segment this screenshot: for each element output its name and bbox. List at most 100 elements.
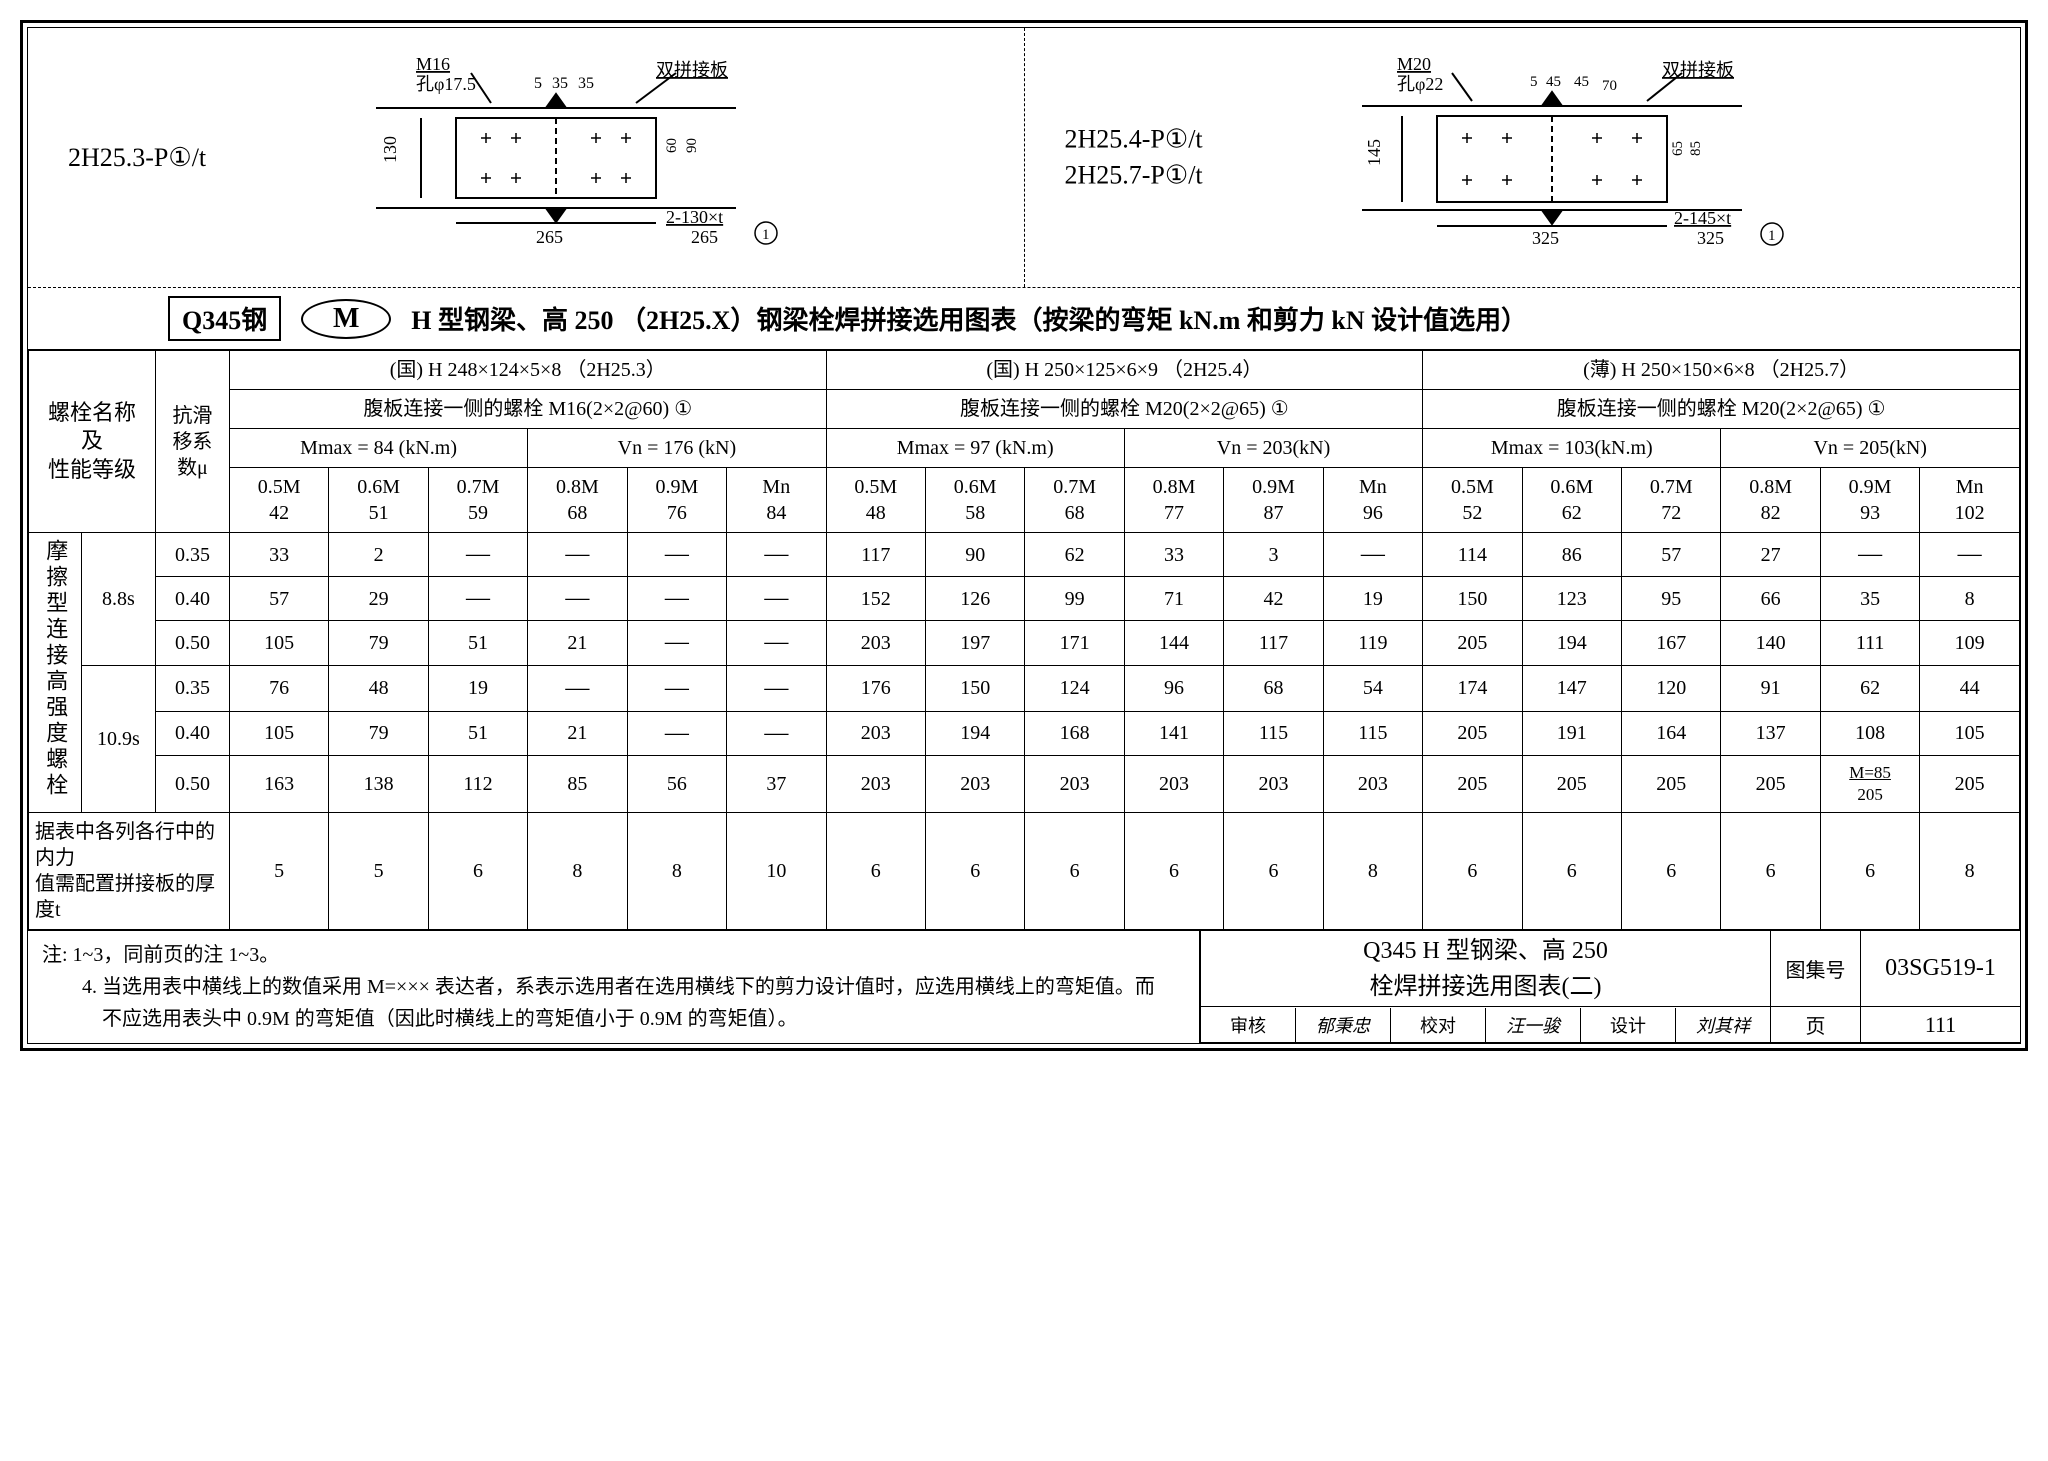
steel-grade-box: Q345钢 [168,296,281,341]
mark-oval: M [301,299,391,339]
thickness-cell: 5 [329,813,428,930]
data-cell: 123 [1522,577,1621,621]
thickness-cell: 6 [1025,813,1124,930]
col-header: Mn96 [1323,468,1423,533]
col-header: 0.9M93 [1820,468,1919,533]
thickness-cell: 5 [229,813,328,930]
sec3-v: Vn = 205(kN) [1721,429,2020,468]
svg-text:双拼接板: 双拼接板 [656,60,728,80]
note-2: 4. 当选用表中横线上的数值采用 M=××× 表达者，系表示选用者在选用横线下的… [42,971,1185,1003]
data-cell: 203 [826,711,925,755]
data-cell: 137 [1721,711,1820,755]
svg-text:孔φ17.5: 孔φ17.5 [416,74,476,94]
data-cell: 21 [528,711,627,755]
data-cell: — [528,665,627,711]
data-cell: 141 [1124,711,1223,755]
thickness-cell: 6 [1224,813,1323,930]
data-cell: 27 [1721,533,1820,577]
data-cell: 51 [428,711,527,755]
col-header: 0.6M51 [329,468,428,533]
data-cell: — [528,533,627,577]
data-cell: 51 [428,621,527,665]
svg-text:M20: M20 [1397,54,1431,74]
tb-sigs: 审核 郁秉忠 校对 汪一骏 设计 刘其祥 [1200,1007,1770,1043]
data-cell: 105 [229,711,328,755]
title-block: Q345 H 型钢梁、高 250 栓焊拼接选用图表(二) 图集号 03SG519… [1200,931,2020,1043]
data-cell: 176 [826,665,925,711]
data-cell: 76 [229,665,328,711]
col-header: 0.9M87 [1224,468,1323,533]
data-cell: 115 [1323,711,1423,755]
data-cell: 168 [1025,711,1124,755]
tb-title: Q345 H 型钢梁、高 250 栓焊拼接选用图表(二) [1200,931,1770,1007]
svg-text:孔φ22: 孔φ22 [1397,74,1443,94]
col-header: 0.9M76 [627,468,726,533]
data-cell: 205 [1423,621,1522,665]
col-header: 0.7M59 [428,468,527,533]
inner-frame: 2H25.3-P①/t [27,27,2021,1044]
notes-block: 注: 1~3，同前页的注 1~3。 4. 当选用表中横线上的数值采用 M=×××… [28,931,1200,1043]
hdr-bolt-name: 螺栓名称 及 性能等级 [29,351,156,533]
data-cell: 205 [1423,711,1522,755]
data-cell: — [627,665,726,711]
data-cell: 33 [1124,533,1223,577]
data-cell: 54 [1323,665,1423,711]
diagram-area: 2H25.3-P①/t [28,28,2020,288]
thickness-cell: 6 [1423,813,1522,930]
thickness-cell: 10 [727,813,827,930]
footer: 注: 1~3，同前页的注 1~3。 4. 当选用表中横线上的数值采用 M=×××… [28,930,2020,1043]
data-cell: 33 [229,533,328,577]
data-cell: — [727,577,827,621]
data-cell: 164 [1622,711,1721,755]
mu-cell: 0.40 [155,711,229,755]
data-cell: 66 [1721,577,1820,621]
data-cell: M=85205 [1820,755,1919,812]
svg-text:145: 145 [1364,139,1384,166]
data-cell: 57 [229,577,328,621]
data-cell: 144 [1124,621,1223,665]
data-cell: 117 [1224,621,1323,665]
data-cell: — [627,533,726,577]
data-cell: 120 [1622,665,1721,711]
data-cell: — [1323,533,1423,577]
data-cell: 79 [329,711,428,755]
data-cell: 91 [1721,665,1820,711]
hdr-slip-coef: 抗滑 移系 数μ [155,351,229,533]
col-header: 0.7M72 [1622,468,1721,533]
data-cell: 205 [1920,755,2020,812]
svg-text:5: 5 [1530,74,1538,90]
col-header: 0.8M68 [528,468,627,533]
diagram-right: 2H25.4-P①/t 2H25.7-P①/t [1025,28,2021,287]
svg-text:90: 90 [684,138,700,153]
diagram-right-label: 2H25.4-P①/t 2H25.7-P①/t [1065,121,1203,194]
col-header: 0.5M48 [826,468,925,533]
svg-text:45: 45 [1546,74,1561,90]
data-cell: 2 [329,533,428,577]
data-cell: 35 [1820,577,1919,621]
svg-text:5: 5 [534,75,542,92]
data-cell: 194 [1522,621,1621,665]
data-cell: 150 [1423,577,1522,621]
data-cell: 108 [1820,711,1919,755]
data-cell: 62 [1820,665,1919,711]
data-cell: 147 [1522,665,1621,711]
data-cell: 117 [826,533,925,577]
friction-bolt-label: 摩擦型连接高强度螺栓 [29,533,82,813]
sec1-v: Vn = 176 (kN) [528,429,826,468]
data-cell: 42 [1224,577,1323,621]
data-cell: 29 [329,577,428,621]
col-header: 0.5M42 [229,468,328,533]
mu-cell: 0.40 [155,577,229,621]
data-cell: 62 [1025,533,1124,577]
sec3-bolt: 腹板连接一侧的螺栓 M20(2×2@65) ① [1423,390,2020,429]
data-cell: 205 [1622,755,1721,812]
data-cell: 109 [1920,621,2020,665]
col-header: 0.8M82 [1721,468,1820,533]
data-cell: — [727,665,827,711]
mu-cell: 0.35 [155,665,229,711]
sec2-v: Vn = 203(kN) [1124,429,1422,468]
tb-page-no: 111 [1860,1007,2020,1043]
tb-tuji-no: 03SG519-1 [1860,931,2020,1007]
svg-text:2-145×t: 2-145×t [1674,208,1731,228]
sec1-bolt: 腹板连接一侧的螺栓 M16(2×2@60) ① [229,390,826,429]
